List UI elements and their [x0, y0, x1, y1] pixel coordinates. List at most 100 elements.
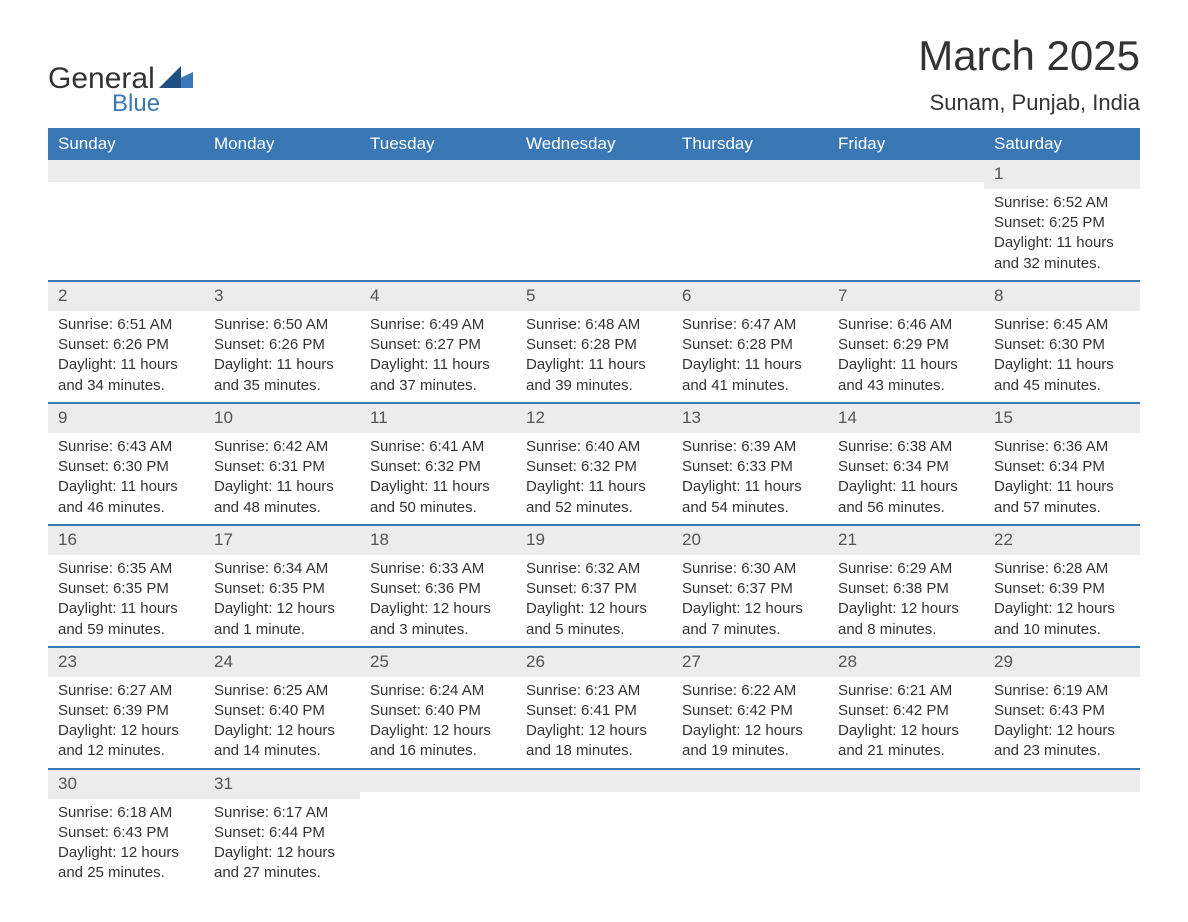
day-body: Sunrise: 6:50 AMSunset: 6:26 PMDaylight:… [204, 311, 360, 402]
sunset-line: Sunset: 6:37 PM [526, 579, 662, 599]
calendar-day-cell: 2Sunrise: 6:51 AMSunset: 6:26 PMDaylight… [48, 281, 204, 403]
daylight-line: Daylight: 11 hours and 52 minutes. [526, 477, 662, 518]
day-body: Sunrise: 6:24 AMSunset: 6:40 PMDaylight:… [360, 677, 516, 768]
daylight-line: Daylight: 11 hours and 56 minutes. [838, 477, 974, 518]
calendar-week-row: 9Sunrise: 6:43 AMSunset: 6:30 PMDaylight… [48, 403, 1140, 525]
day-number: 29 [984, 648, 1140, 677]
day-body: Sunrise: 6:28 AMSunset: 6:39 PMDaylight:… [984, 555, 1140, 646]
calendar-day-cell: 28Sunrise: 6:21 AMSunset: 6:42 PMDayligh… [828, 647, 984, 769]
calendar-day-cell: 6Sunrise: 6:47 AMSunset: 6:28 PMDaylight… [672, 281, 828, 403]
daylight-line: Daylight: 11 hours and 50 minutes. [370, 477, 506, 518]
sunrise-line: Sunrise: 6:52 AM [994, 193, 1130, 213]
sunrise-line: Sunrise: 6:33 AM [370, 559, 506, 579]
logo: General Blue [48, 64, 193, 116]
sunrise-line: Sunrise: 6:21 AM [838, 681, 974, 701]
daylight-line: Daylight: 12 hours and 23 minutes. [994, 721, 1130, 762]
weekday-header: Tuesday [360, 128, 516, 160]
calendar-day-cell: 8Sunrise: 6:45 AMSunset: 6:30 PMDaylight… [984, 281, 1140, 403]
sunset-line: Sunset: 6:31 PM [214, 457, 350, 477]
day-number: 1 [984, 160, 1140, 189]
day-number: 20 [672, 526, 828, 555]
day-number: 25 [360, 648, 516, 677]
weekday-header: Friday [828, 128, 984, 160]
weekday-header-row: SundayMondayTuesdayWednesdayThursdayFrid… [48, 128, 1140, 160]
sunrise-line: Sunrise: 6:35 AM [58, 559, 194, 579]
day-body: Sunrise: 6:36 AMSunset: 6:34 PMDaylight:… [984, 433, 1140, 524]
day-body [828, 182, 984, 202]
day-number: 12 [516, 404, 672, 433]
sunrise-line: Sunrise: 6:22 AM [682, 681, 818, 701]
calendar-day-cell: 10Sunrise: 6:42 AMSunset: 6:31 PMDayligh… [204, 403, 360, 525]
sunset-line: Sunset: 6:41 PM [526, 701, 662, 721]
calendar-day-cell: 1Sunrise: 6:52 AMSunset: 6:25 PMDaylight… [984, 160, 1140, 281]
day-body: Sunrise: 6:23 AMSunset: 6:41 PMDaylight:… [516, 677, 672, 768]
day-number: 21 [828, 526, 984, 555]
daylight-line: Daylight: 11 hours and 48 minutes. [214, 477, 350, 518]
calendar-empty-cell [516, 160, 672, 281]
day-body: Sunrise: 6:49 AMSunset: 6:27 PMDaylight:… [360, 311, 516, 402]
daylight-line: Daylight: 12 hours and 14 minutes. [214, 721, 350, 762]
sunrise-line: Sunrise: 6:23 AM [526, 681, 662, 701]
sunrise-line: Sunrise: 6:29 AM [838, 559, 974, 579]
weekday-header: Saturday [984, 128, 1140, 160]
sunrise-line: Sunrise: 6:39 AM [682, 437, 818, 457]
sunset-line: Sunset: 6:36 PM [370, 579, 506, 599]
day-body: Sunrise: 6:27 AMSunset: 6:39 PMDaylight:… [48, 677, 204, 768]
sunrise-line: Sunrise: 6:30 AM [682, 559, 818, 579]
daylight-line: Daylight: 11 hours and 57 minutes. [994, 477, 1130, 518]
day-body: Sunrise: 6:34 AMSunset: 6:35 PMDaylight:… [204, 555, 360, 646]
day-number: 22 [984, 526, 1140, 555]
day-number [984, 770, 1140, 792]
day-number: 17 [204, 526, 360, 555]
sunset-line: Sunset: 6:32 PM [526, 457, 662, 477]
sunrise-line: Sunrise: 6:51 AM [58, 315, 194, 335]
weekday-header: Thursday [672, 128, 828, 160]
calendar-empty-cell [48, 160, 204, 281]
calendar-empty-cell [672, 160, 828, 281]
logo-word2: Blue [112, 92, 193, 116]
day-number: 19 [516, 526, 672, 555]
sunrise-line: Sunrise: 6:47 AM [682, 315, 818, 335]
day-body: Sunrise: 6:52 AMSunset: 6:25 PMDaylight:… [984, 189, 1140, 280]
sunset-line: Sunset: 6:28 PM [682, 335, 818, 355]
calendar-day-cell: 7Sunrise: 6:46 AMSunset: 6:29 PMDaylight… [828, 281, 984, 403]
day-number: 30 [48, 770, 204, 799]
daylight-line: Daylight: 11 hours and 32 minutes. [994, 233, 1130, 274]
weekday-header: Wednesday [516, 128, 672, 160]
sunrise-line: Sunrise: 6:36 AM [994, 437, 1130, 457]
sunset-line: Sunset: 6:42 PM [838, 701, 974, 721]
daylight-line: Daylight: 12 hours and 18 minutes. [526, 721, 662, 762]
day-body: Sunrise: 6:47 AMSunset: 6:28 PMDaylight:… [672, 311, 828, 402]
day-number [360, 160, 516, 182]
sunrise-line: Sunrise: 6:41 AM [370, 437, 506, 457]
calendar-day-cell: 27Sunrise: 6:22 AMSunset: 6:42 PMDayligh… [672, 647, 828, 769]
calendar-day-cell: 19Sunrise: 6:32 AMSunset: 6:37 PMDayligh… [516, 525, 672, 647]
sunset-line: Sunset: 6:29 PM [838, 335, 974, 355]
day-body [672, 792, 828, 812]
sunrise-line: Sunrise: 6:34 AM [214, 559, 350, 579]
sunrise-line: Sunrise: 6:24 AM [370, 681, 506, 701]
sunset-line: Sunset: 6:35 PM [58, 579, 194, 599]
day-body: Sunrise: 6:19 AMSunset: 6:43 PMDaylight:… [984, 677, 1140, 768]
calendar-day-cell: 16Sunrise: 6:35 AMSunset: 6:35 PMDayligh… [48, 525, 204, 647]
day-body [360, 792, 516, 812]
calendar-day-cell: 11Sunrise: 6:41 AMSunset: 6:32 PMDayligh… [360, 403, 516, 525]
daylight-line: Daylight: 12 hours and 21 minutes. [838, 721, 974, 762]
day-body: Sunrise: 6:38 AMSunset: 6:34 PMDaylight:… [828, 433, 984, 524]
sunrise-line: Sunrise: 6:43 AM [58, 437, 194, 457]
day-number: 5 [516, 282, 672, 311]
sunset-line: Sunset: 6:44 PM [214, 823, 350, 843]
sunrise-line: Sunrise: 6:32 AM [526, 559, 662, 579]
sunrise-line: Sunrise: 6:27 AM [58, 681, 194, 701]
day-number: 13 [672, 404, 828, 433]
sunrise-line: Sunrise: 6:48 AM [526, 315, 662, 335]
day-body: Sunrise: 6:48 AMSunset: 6:28 PMDaylight:… [516, 311, 672, 402]
day-number: 6 [672, 282, 828, 311]
sunset-line: Sunset: 6:40 PM [214, 701, 350, 721]
day-body: Sunrise: 6:39 AMSunset: 6:33 PMDaylight:… [672, 433, 828, 524]
day-body [360, 182, 516, 202]
weekday-header: Monday [204, 128, 360, 160]
day-body: Sunrise: 6:42 AMSunset: 6:31 PMDaylight:… [204, 433, 360, 524]
calendar-day-cell: 13Sunrise: 6:39 AMSunset: 6:33 PMDayligh… [672, 403, 828, 525]
daylight-line: Daylight: 12 hours and 16 minutes. [370, 721, 506, 762]
